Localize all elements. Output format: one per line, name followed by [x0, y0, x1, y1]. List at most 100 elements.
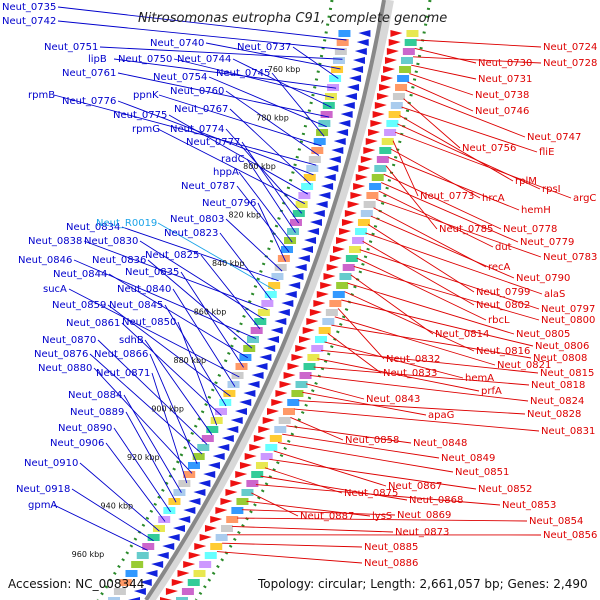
- gene-arrow-forward: [316, 291, 329, 298]
- gene-feature-box: [220, 525, 233, 532]
- gene-label-right: hrcA: [482, 193, 505, 204]
- gene-feature-box: [239, 354, 252, 361]
- leader-line-left: [151, 372, 188, 484]
- gene-arrow-reverse: [251, 372, 264, 379]
- label-leader-lines: [53, 6, 572, 564]
- gene-label-right: Neut_0783: [543, 252, 597, 263]
- leader-line-right: [222, 542, 363, 548]
- gene-feature-box: [243, 345, 256, 352]
- leader-line-left: [53, 94, 317, 166]
- gene-feature-box: [334, 48, 347, 55]
- leader-line-right: [302, 391, 427, 416]
- gene-label-left: gpmA: [28, 500, 57, 511]
- gene-label-left: Neut_0861: [66, 318, 120, 329]
- gene-arrow-forward: [350, 192, 363, 199]
- gene-feature-box: [311, 345, 324, 352]
- gene-arrow-reverse: [193, 489, 206, 496]
- leader-line-left: [271, 72, 325, 137]
- gene-feature-box: [357, 219, 370, 226]
- leader-line-right: [282, 433, 440, 459]
- leader-line-left: [108, 273, 249, 359]
- leader-line-right: [313, 366, 530, 386]
- leader-line-left: [225, 90, 320, 156]
- gene-arrow-forward: [194, 543, 207, 550]
- leader-line-left: [83, 240, 268, 311]
- gene-label-right: Neut_0799: [476, 287, 530, 298]
- gene-arrow-forward: [323, 273, 336, 280]
- gene-label-left: Neut_0845: [109, 300, 163, 311]
- gene-feature-box: [306, 165, 319, 172]
- gene-arrow-forward: [239, 462, 252, 469]
- gene-arrow-reverse: [239, 399, 252, 406]
- gene-feature-box: [271, 273, 284, 280]
- genome-backbone-shadow: [145, 0, 394, 600]
- gene-feature-box: [325, 309, 338, 316]
- gene-label-right: Neut_0785: [439, 224, 493, 235]
- gene-arrow-reverse: [145, 570, 158, 577]
- gene-label-right: Neut_0821: [497, 360, 551, 371]
- gene-label-right: Neut_0728: [543, 58, 597, 69]
- leader-line-right: [356, 257, 487, 321]
- leader-line-right: [407, 81, 474, 112]
- gene-label-right: Neut_0747: [527, 132, 581, 143]
- gene-arrow-reverse: [326, 165, 339, 172]
- gene-label-right: Neut_0756: [462, 143, 516, 154]
- leader-line-left: [180, 271, 244, 368]
- gene-feature-box: [210, 543, 223, 550]
- leader-line-left: [219, 232, 272, 301]
- gene-feature-box: [187, 462, 200, 469]
- leader-line-right: [306, 383, 365, 400]
- gene-label-left: Neut_0787: [181, 181, 235, 192]
- gene-arrow-forward: [295, 345, 308, 352]
- gene-arrow-forward: [370, 120, 383, 127]
- gene-label-right: Neut_0815: [540, 368, 594, 379]
- gene-feature-box: [388, 111, 401, 118]
- gene-arrow-reverse: [234, 408, 247, 415]
- gene-label-left: sdhB: [119, 335, 144, 346]
- gene-arrow-forward: [313, 300, 326, 307]
- gene-arrow-forward: [298, 336, 311, 343]
- leader-line-left: [105, 442, 166, 522]
- gene-arrow-forward: [244, 453, 257, 460]
- leader-line-left: [113, 427, 171, 513]
- gene-arrow-forward: [363, 147, 376, 154]
- gene-label-left: hppA: [213, 167, 239, 178]
- gene-label-right: Neut_0802: [476, 300, 530, 311]
- gene-arrow-forward: [339, 228, 352, 235]
- gene-arrow-reverse: [221, 435, 234, 442]
- gene-label-right: Neut_0873: [395, 527, 449, 538]
- gene-label-right: rbcL: [488, 315, 510, 326]
- leader-line-left: [157, 128, 306, 205]
- gene-arrow-reverse: [167, 534, 180, 541]
- leader-line-right: [367, 224, 475, 293]
- gene-feature-box: [265, 444, 278, 451]
- tick-ring-outer: [194, 0, 432, 600]
- gene-label-left: Neut_0876: [34, 349, 88, 360]
- gene-arrow-forward: [329, 255, 342, 262]
- gene-arrow-reverse: [274, 318, 287, 325]
- gene-label-left: Neut_0825: [145, 250, 199, 261]
- leader-line-left: [121, 322, 222, 416]
- leader-line-left: [97, 339, 208, 445]
- kbp-tick-label: 940 kbp: [101, 502, 134, 511]
- leader-line-right: [320, 349, 539, 374]
- leader-line-right: [405, 89, 526, 138]
- gene-feature-box: [299, 372, 312, 379]
- leader-line-left: [121, 226, 279, 282]
- gene-arrow-forward: [306, 318, 319, 325]
- gene-feature-box: [192, 453, 205, 460]
- gene-label-right: Neut_0832: [386, 354, 440, 365]
- gene-feature-box: [324, 93, 337, 100]
- kbp-tick-label: 900 kbp: [151, 405, 184, 414]
- gene-arrow-reverse: [354, 48, 367, 55]
- gene-label-right: Neut_0724: [543, 42, 597, 53]
- gene-label-right: Neut_0828: [527, 409, 581, 420]
- gene-label-right: Neut_0806: [535, 341, 589, 352]
- gene-feature-box: [219, 399, 232, 406]
- gene-label-left: Neut_0744: [177, 54, 231, 65]
- gene-feature-box: [291, 390, 304, 397]
- gene-arrow-reverse: [270, 327, 283, 334]
- gene-arrow-forward: [159, 597, 172, 600]
- gene-feature-box: [246, 480, 259, 487]
